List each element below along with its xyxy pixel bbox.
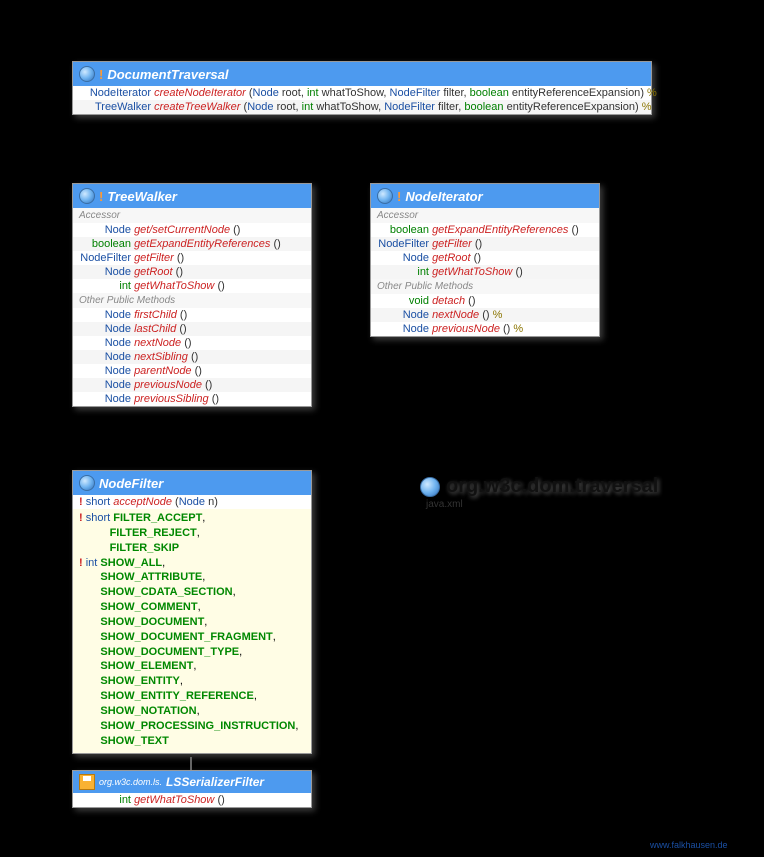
nodeiterator-box: ! NodeIterator Accessor boolean getExpan…: [370, 183, 600, 337]
class-title: NodeFilter: [99, 476, 163, 491]
member-row: NodeFilter getFilter (): [371, 237, 599, 251]
constants-block: ! short FILTER_ACCEPT, FILTER_REJECT, FI…: [73, 509, 311, 753]
member-row: NodeIterator createNodeIterator (Node ro…: [73, 86, 651, 100]
nodeiterator-header: ! NodeIterator: [371, 184, 599, 208]
globe-icon: [79, 66, 95, 82]
disk-icon: [79, 774, 95, 790]
member-row: Node nextSibling (): [73, 350, 311, 364]
globe-icon: [79, 188, 95, 204]
member-row: Node get/setCurrentNode (): [73, 223, 311, 237]
member-row: boolean getExpandEntityReferences (): [73, 237, 311, 251]
acceptnode-row: ! short acceptNode (Node n): [73, 495, 311, 509]
package-module: java.xml: [426, 499, 463, 510]
class-title: DocumentTraversal: [107, 67, 228, 82]
member-row: Node previousSibling (): [73, 392, 311, 406]
globe-icon: [79, 475, 95, 491]
documenttraversal-header: ! DocumentTraversal: [73, 62, 651, 86]
pkg-prefix: org.w3c.dom.ls.: [99, 777, 162, 787]
member-row: void detach (): [371, 294, 599, 308]
member-row: Node getRoot (): [73, 265, 311, 279]
nodefilter-header: NodeFilter: [73, 471, 311, 495]
member-row: int getWhatToShow (): [371, 265, 599, 279]
class-title: TreeWalker: [107, 189, 177, 204]
member-row: TreeWalker createTreeWalker (Node root, …: [73, 100, 651, 114]
bang-icon: !: [397, 189, 401, 204]
inheritance-connector: [190, 757, 192, 770]
member-row: boolean getExpandEntityReferences (): [371, 223, 599, 237]
member-row: Node parentNode (): [73, 364, 311, 378]
treewalker-box: ! TreeWalker Accessor Node get/setCurren…: [72, 183, 312, 407]
member-row: Node previousNode (): [73, 378, 311, 392]
member-row: Node nextNode () %: [371, 308, 599, 322]
member-row: Node firstChild (): [73, 308, 311, 322]
class-title: NodeIterator: [405, 189, 482, 204]
member-row: int getWhatToShow (): [73, 279, 311, 293]
member-row: Node lastChild (): [73, 322, 311, 336]
bang-icon: !: [99, 189, 103, 204]
member-row: int getWhatToShow (): [73, 793, 311, 807]
documenttraversal-box: ! DocumentTraversal NodeIterator createN…: [72, 61, 652, 115]
bang-icon: !: [99, 67, 103, 82]
package-name: org.w3c.dom.traversal: [446, 475, 658, 498]
member-row: Node nextNode (): [73, 336, 311, 350]
lsserializerfilter-header: org.w3c.dom.ls. LSSerializerFilter: [73, 771, 311, 793]
section-label: Other Public Methods: [371, 279, 599, 294]
globe-icon: [377, 188, 393, 204]
member-row: NodeFilter getFilter (): [73, 251, 311, 265]
watermark: www.falkhausen.de: [650, 840, 728, 850]
treewalker-header: ! TreeWalker: [73, 184, 311, 208]
member-row: Node previousNode () %: [371, 322, 599, 336]
lsserializerfilter-box: org.w3c.dom.ls. LSSerializerFilter int ge…: [72, 770, 312, 808]
class-title: LSSerializerFilter: [166, 775, 264, 789]
section-label: Accessor: [371, 208, 599, 223]
section-label: Other Public Methods: [73, 293, 311, 308]
section-label: Accessor: [73, 208, 311, 223]
nodefilter-box: NodeFilter ! short acceptNode (Node n) !…: [72, 470, 312, 754]
member-row: Node getRoot (): [371, 251, 599, 265]
package-title: org.w3c.dom.traversal: [420, 475, 658, 498]
globe-icon: [420, 477, 440, 497]
